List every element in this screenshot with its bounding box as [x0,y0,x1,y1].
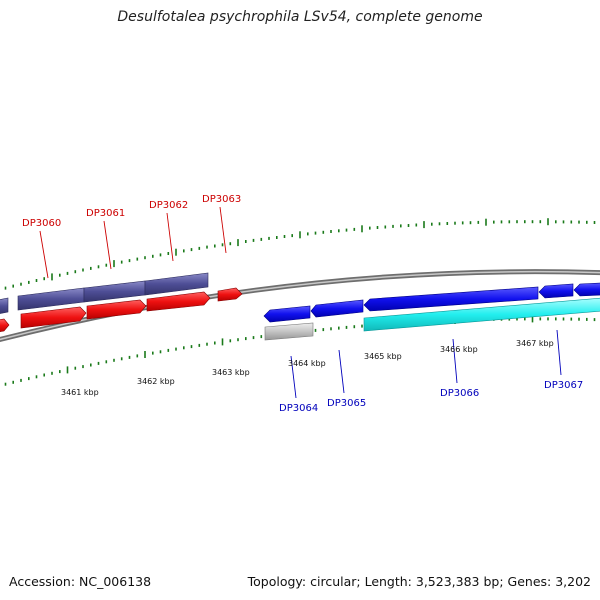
outer-tick-row [4,218,596,290]
gene-arrow [20,306,87,329]
reverse-cds-track [263,282,600,323]
gene-feature [17,287,85,311]
outer-feature-track [0,272,209,314]
gene-arrow [310,299,364,318]
gene-arrow [86,299,147,320]
gene-feature [0,297,9,314]
scale-label: 3467 kbp [516,339,554,348]
scale-label: 3461 kbp [61,388,99,397]
forward-cds-track [0,287,243,332]
gene-label: DP3066 [440,388,479,399]
gene-label: DP3060 [22,218,61,229]
gene-arrow [573,282,600,297]
inner-feature-track [264,297,600,341]
gene-arrow [263,305,311,323]
scale-labels: 3461 kbp 3462 kbp 3463 kbp 3464 kbp 3465… [61,339,554,397]
gene-label-leaders [39,206,562,399]
gene-feature [83,280,146,303]
gene-feature [264,322,314,341]
scale-label: 3466 kbp [440,345,478,354]
gene-feature [363,297,600,332]
genome-summary: Topology: circular; Length: 3,523,383 bp… [247,574,591,589]
gene-arrow [146,291,211,312]
scale-label: 3465 kbp [364,352,402,361]
reverse-gene-labels: DP3064 DP3065 DP3066 DP3067 [279,380,583,414]
scale-label: 3462 kbp [137,377,175,386]
gene-label: DP3062 [149,200,188,211]
gene-feature [144,272,209,296]
scale-label: 3463 kbp [212,368,250,377]
gene-label: DP3067 [544,380,583,391]
gene-label: DP3064 [279,403,318,414]
gene-arrow [538,283,574,299]
forward-gene-labels: DP3060 DP3061 DP3062 DP3063 [22,194,241,229]
gene-arrow [363,286,539,312]
genome-title: Desulfotalea psychrophila LSv54, complet… [117,9,483,25]
gene-arrow [0,318,10,332]
scale-label: 3464 kbp [288,359,326,368]
gene-label: DP3061 [86,208,125,219]
gene-label: DP3063 [202,194,241,205]
accession-label: Accession: NC_006138 [9,574,152,589]
gene-arrow [217,287,243,302]
gene-label: DP3065 [327,398,366,409]
